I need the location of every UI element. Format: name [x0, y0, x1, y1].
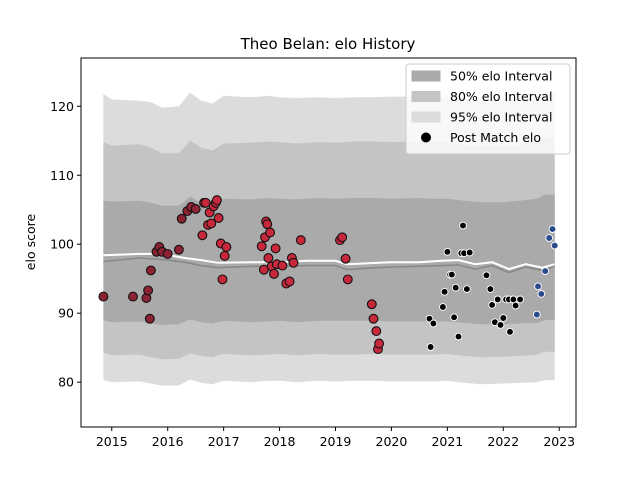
data-point [219, 250, 230, 261]
y-axis-title: elo score [23, 214, 38, 271]
data-point [284, 276, 295, 287]
data-point [98, 291, 109, 302]
data-point [221, 242, 232, 252]
data-point [496, 321, 505, 329]
x-tick-label: 2020 [376, 434, 408, 449]
x-axis: 2015 2016 2017 2018 2019 2020 2021 2022 2023 [96, 427, 575, 449]
data-point [128, 291, 138, 302]
legend: 50% elo Interval 80% elo Interval 95% elo … [405, 63, 571, 155]
mean-line [103, 252, 555, 271]
data-point [143, 285, 154, 296]
data-point [545, 234, 554, 242]
data-point [537, 290, 546, 298]
y-tick-label: 120 [50, 99, 74, 114]
data-point [465, 248, 474, 257]
legend-label: 95% elo Interval [450, 110, 552, 125]
data-point [482, 271, 491, 280]
y-tick-label: 80 [58, 375, 74, 390]
data-point [534, 282, 542, 291]
x-tick-label: 2021 [431, 434, 463, 449]
data-point [366, 299, 377, 310]
x-tick-label: 2016 [152, 434, 184, 449]
data-point [488, 301, 496, 309]
data-point [506, 327, 514, 336]
legend-label: 50% elo Interval [450, 69, 552, 84]
data-point [190, 204, 201, 214]
data-point [342, 274, 353, 285]
data-point [144, 313, 155, 324]
legend-marker [421, 132, 431, 143]
data-point [197, 230, 208, 241]
legend-swatch [411, 111, 441, 123]
data-point [511, 301, 520, 310]
data-point [162, 248, 173, 259]
data-point [439, 303, 447, 311]
data-point [447, 270, 456, 279]
plot-area [98, 92, 559, 386]
data-point [451, 283, 460, 292]
y-tick-label: 90 [58, 306, 74, 321]
legend-label: 80% elo Interval [450, 89, 552, 104]
chart-title: Theo Belan: elo History [240, 35, 416, 53]
data-point [206, 218, 217, 229]
data-point [550, 241, 559, 250]
x-tick-label: 2015 [96, 434, 128, 449]
data-point [295, 235, 306, 246]
x-tick-label: 2023 [543, 434, 575, 449]
legend-swatch [411, 70, 441, 82]
data-point [262, 219, 273, 230]
data-point [277, 260, 288, 271]
legend-swatch [411, 91, 441, 102]
data-point [340, 253, 351, 264]
data-point [429, 319, 438, 328]
data-point [270, 243, 281, 254]
x-tick-label: 2022 [487, 434, 519, 449]
x-tick-label: 2018 [264, 434, 296, 449]
data-point [426, 343, 435, 351]
data-point [337, 232, 348, 243]
data-point [440, 287, 449, 296]
data-point [532, 310, 541, 319]
data-point [493, 295, 502, 304]
legend-box [405, 63, 571, 155]
axes-frame [80, 57, 577, 428]
data-point [173, 244, 184, 255]
data-point [548, 225, 557, 233]
data-point [459, 221, 467, 230]
data-point [269, 268, 279, 279]
y-tick-label: 110 [50, 168, 74, 183]
y-tick-label: 100 [50, 237, 74, 252]
x-tick-label: 2019 [320, 434, 352, 449]
data-point [217, 274, 228, 285]
y-axis: 80 90 100 110 120 [50, 99, 81, 390]
data-point [454, 332, 463, 341]
data-point [374, 338, 385, 349]
data-point [368, 313, 379, 324]
data-point [256, 241, 267, 252]
data-point [176, 213, 187, 224]
data-point [443, 247, 452, 256]
data-point [541, 267, 550, 275]
data-point [211, 195, 222, 206]
median-line [103, 257, 555, 274]
data-point [486, 285, 495, 293]
data-point [371, 326, 382, 337]
legend-label: Post Match elo [450, 130, 541, 145]
central-lines [103, 252, 555, 274]
data-point [516, 295, 524, 304]
x-tick-label: 2017 [208, 434, 240, 449]
data-point [213, 213, 224, 223]
data-point [145, 265, 156, 276]
data-point [263, 253, 274, 263]
data-point [450, 313, 458, 322]
data-point [463, 285, 471, 293]
data-point [288, 257, 299, 268]
data-point [265, 227, 276, 238]
post-match-points [98, 195, 559, 355]
data-point [499, 314, 508, 322]
